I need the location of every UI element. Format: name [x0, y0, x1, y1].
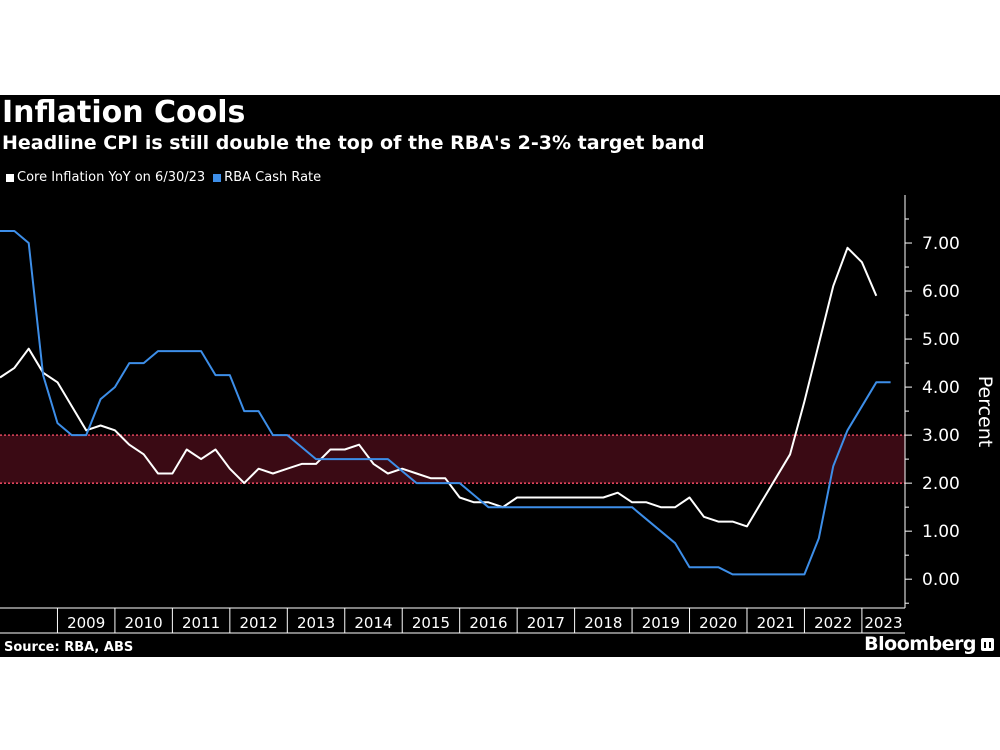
legend-label-rba-cash-rate: RBA Cash Rate	[224, 170, 322, 185]
legend: Core Inflation YoY on 6/30/23 RBA Cash R…	[6, 170, 329, 185]
chart-title: Inflation Cools	[2, 95, 246, 130]
y-tick-label: 5.00	[922, 330, 960, 350]
brand-wordmark: Bloomberg	[864, 633, 976, 655]
series-line-rba-cash-rate	[0, 230, 891, 576]
x-tick-label: 2020	[699, 614, 737, 632]
y-tick-label: 2.00	[922, 474, 960, 494]
y-tick-label: 6.00	[922, 282, 960, 302]
x-tick-label: 2012	[239, 614, 277, 632]
x-tick-label: 2015	[412, 614, 450, 632]
y-tick-label: 3.00	[922, 426, 960, 446]
x-tick-label: 2023	[864, 614, 902, 632]
legend-swatch-rba-cash-rate	[213, 173, 222, 182]
y-tick-label: 0.00	[922, 570, 960, 590]
legend-swatch-core-inflation	[6, 173, 14, 182]
x-tick-label: 2011	[182, 614, 220, 632]
x-tick-label: 2016	[469, 614, 507, 632]
y-tick-label: 1.00	[922, 522, 960, 542]
chart-frame: Inflation Cools Headline CPI is still do…	[0, 95, 1000, 657]
legend-label-core-inflation: Core Inflation YoY on 6/30/23	[17, 170, 206, 185]
x-tick-label: 2022	[814, 614, 852, 632]
chart-subtitle: Headline CPI is still double the top of …	[2, 132, 705, 154]
legend-item-rba-cash-rate: RBA Cash Rate	[213, 170, 321, 185]
legend-item-core-inflation: Core Inflation YoY on 6/30/23	[6, 170, 205, 185]
y-tick-label: 4.00	[922, 378, 960, 398]
x-tick-label: 2013	[297, 614, 335, 632]
bloomberg-logo-icon	[981, 638, 994, 651]
x-tick-label: 2014	[354, 614, 392, 632]
source-note: Source: RBA, ABS	[4, 640, 134, 655]
target-band-fill	[0, 435, 905, 484]
x-tick-label: 2018	[584, 614, 622, 632]
x-tick-label: 2009	[67, 614, 105, 632]
line-chart: 0.00 1.00 2.00 3.00 4.00 5.00 6.00 7.00 Percent 2…	[0, 195, 996, 634]
series-line-core-inflation	[0, 246, 878, 528]
x-tick-label: 2010	[125, 614, 163, 632]
y-tick-label: 7.00	[922, 234, 960, 254]
x-tick-label: 2017	[527, 614, 565, 632]
y-axis-title: Percent	[974, 376, 996, 448]
x-tick-label: 2019	[642, 614, 680, 632]
x-tick-label: 2021	[757, 614, 795, 632]
